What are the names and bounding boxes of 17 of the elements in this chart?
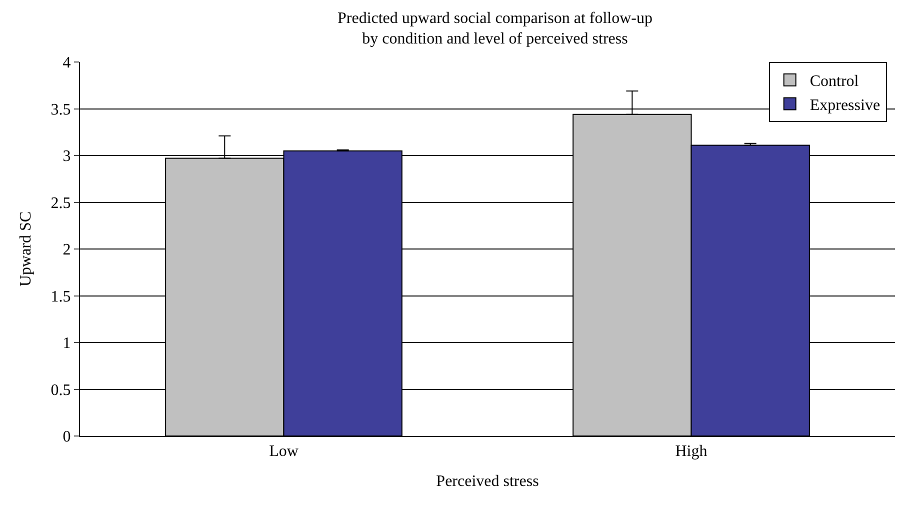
x-tick-label: Low (269, 443, 299, 460)
y-tick-label: 0 (62, 428, 71, 446)
y-axis-title: Upward SC (18, 211, 35, 287)
y-tick-label: 2.5 (50, 194, 71, 212)
y-tick-label: 3 (62, 148, 71, 166)
y-tick-label: 3.5 (50, 101, 71, 118)
y-tick-label: 1.5 (50, 288, 71, 306)
legend-label: Control (810, 73, 860, 90)
chart-title: Predicted upward social comparison at follow-up (337, 10, 653, 27)
y-tick-label: 2 (62, 242, 71, 259)
y-tick-label: 0.5 (50, 382, 71, 399)
chart-subtitle: by condition and level of perceived stress (362, 30, 628, 48)
legend-label: Expressive (810, 96, 880, 114)
x-axis-title: Perceived stress (436, 472, 539, 490)
y-tick-label: 1 (62, 335, 71, 352)
x-tick-label: High (675, 443, 708, 460)
y-tick-label: 4 (62, 54, 71, 72)
